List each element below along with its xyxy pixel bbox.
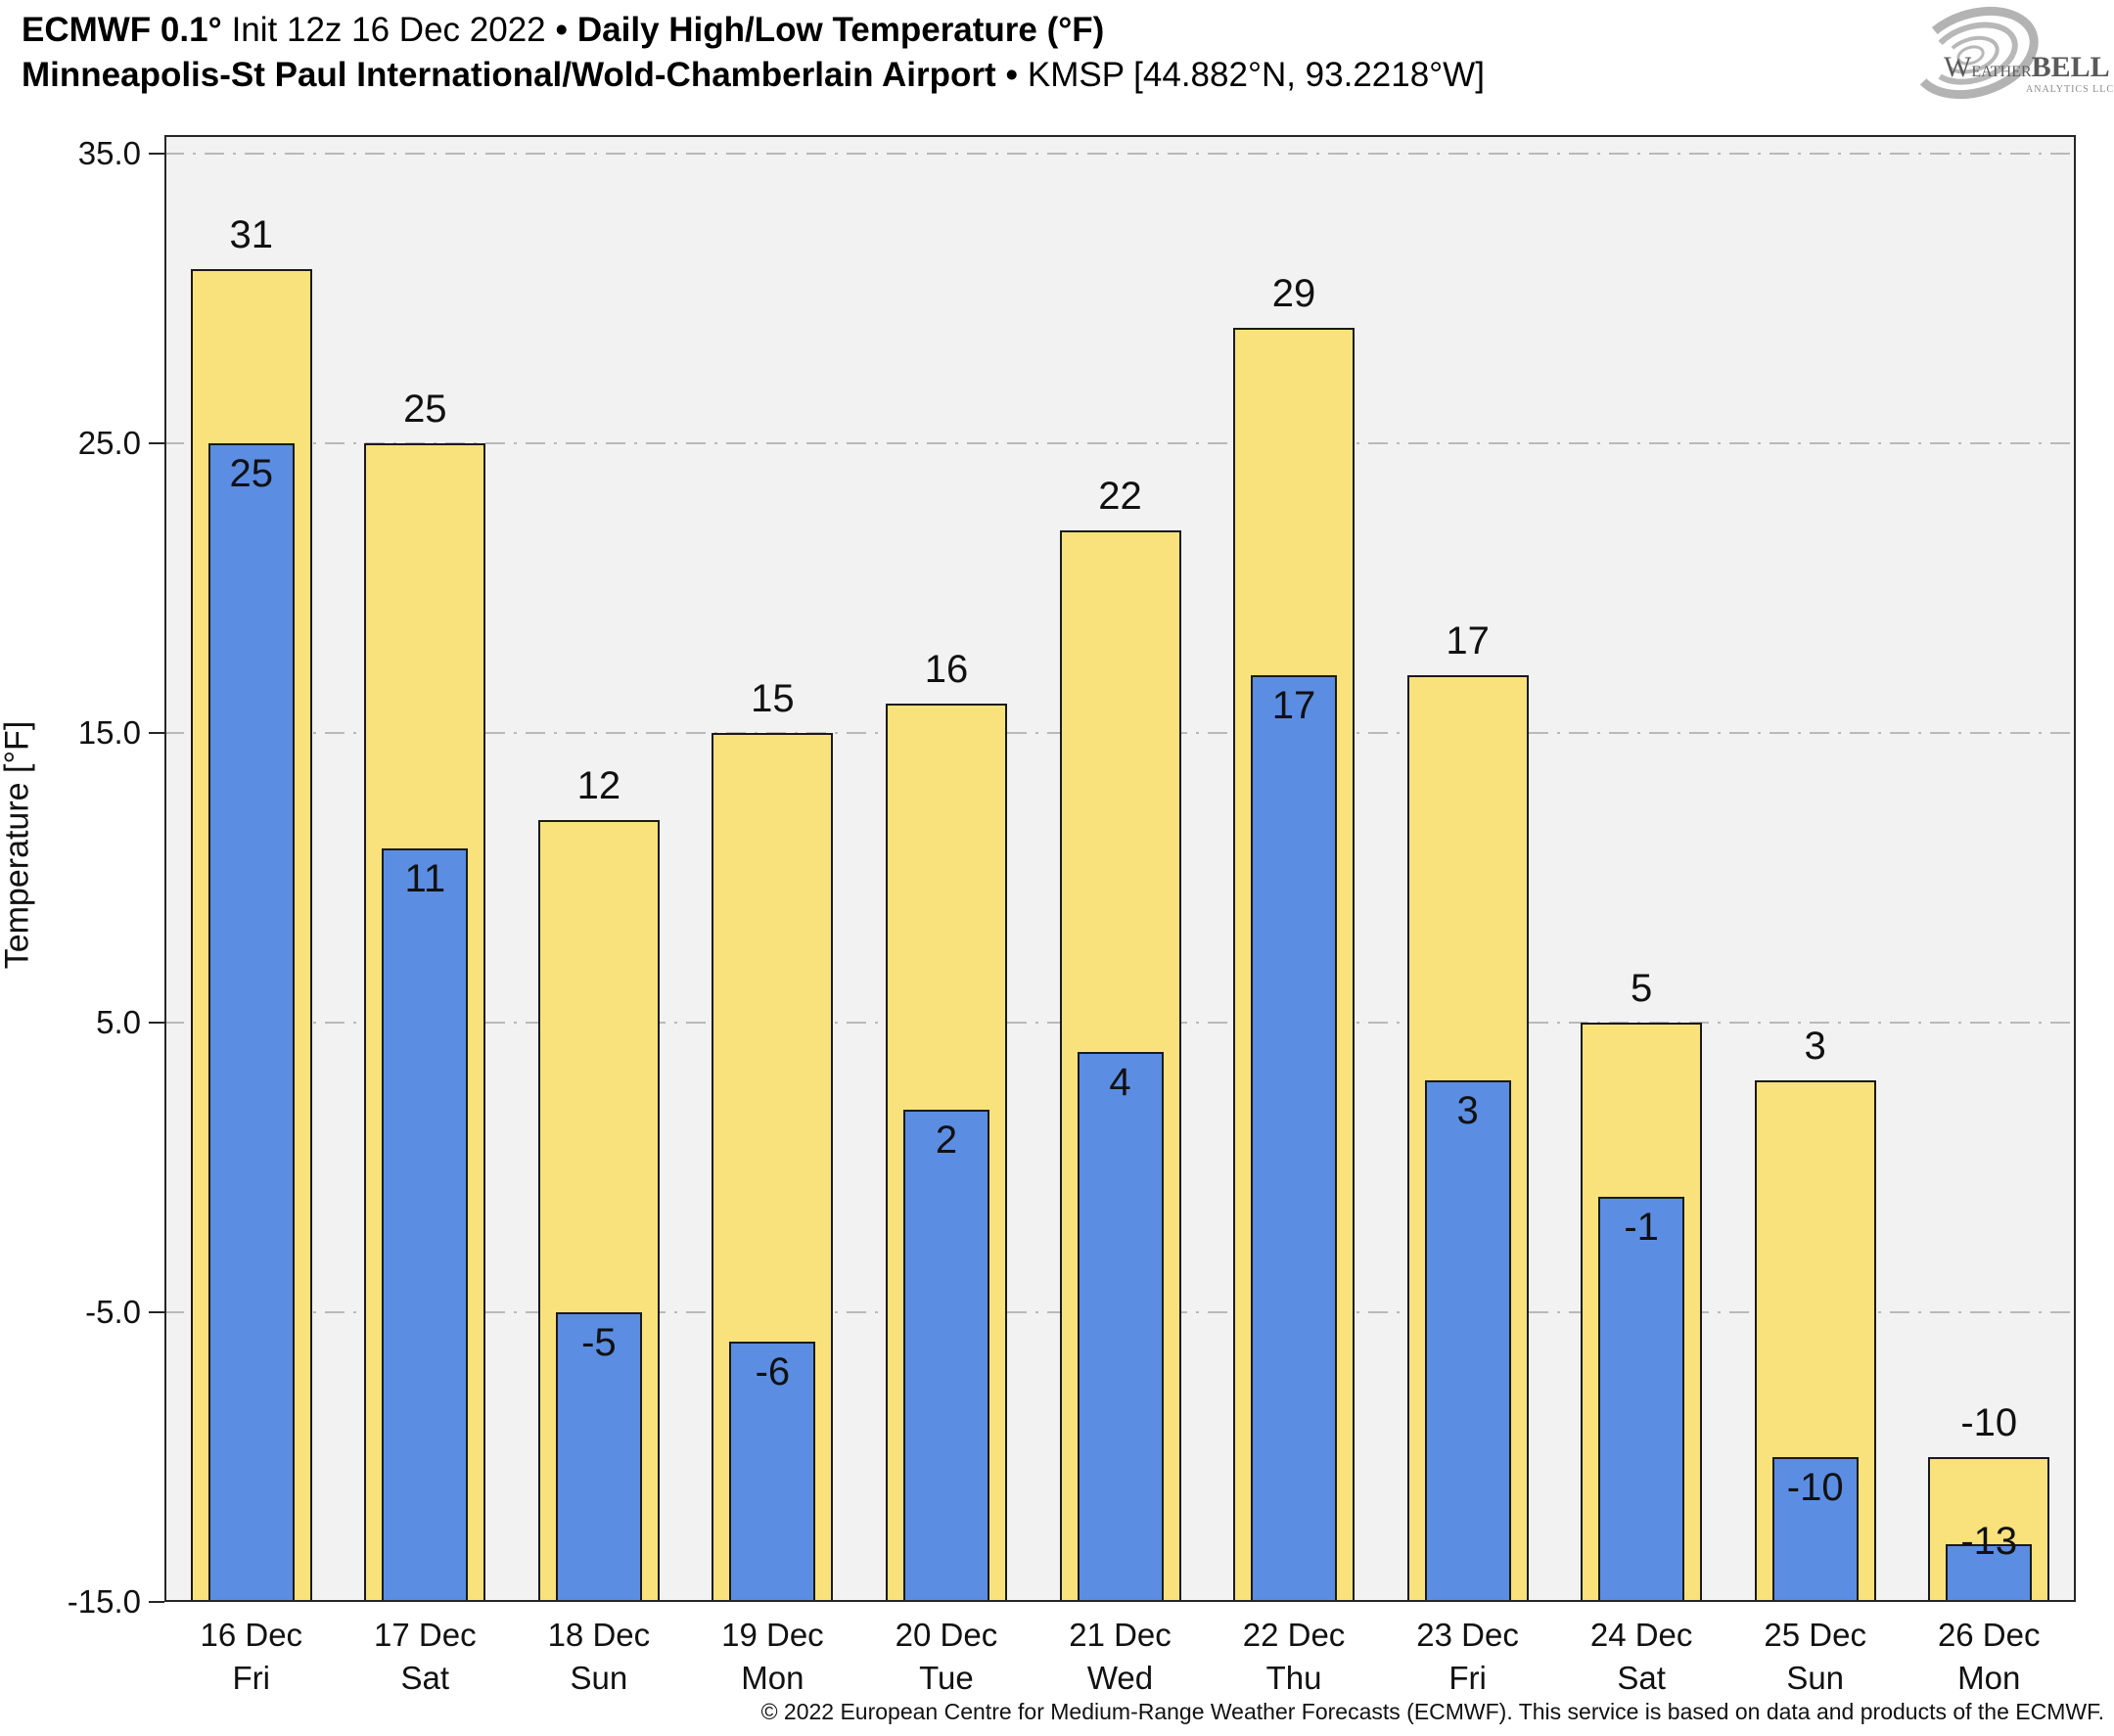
low-value-label: 11 — [404, 857, 446, 901]
low-bar — [207, 443, 295, 1602]
high-value-label: 22 — [1098, 474, 1142, 518]
low-bar — [555, 1312, 642, 1602]
title-init-text: Init 12z 16 Dec 2022 — [231, 11, 546, 49]
x-tick-date: 23 Dec — [1416, 1617, 1519, 1653]
y-tick — [149, 1601, 164, 1603]
x-tick-date: 24 Dec — [1589, 1617, 1693, 1653]
low-value-label: -5 — [581, 1321, 617, 1364]
low-bar — [382, 848, 469, 1602]
y-tick — [149, 1022, 164, 1024]
x-tick-date: 21 Dec — [1069, 1617, 1172, 1653]
weatherbell-logo-graphic: WEATHERBELL Analytics LLC — [1911, 6, 2114, 100]
x-tick-day: Wed — [1086, 1660, 1154, 1696]
logo-bell-text: BELL — [2032, 51, 2110, 83]
x-tick-date: 25 Dec — [1764, 1617, 1866, 1653]
y-tick — [149, 732, 164, 734]
x-tick-day: Sun — [570, 1660, 628, 1696]
x-tick-day: Sat — [1617, 1660, 1666, 1696]
chart-subtitle: Minneapolis-St Paul International/Wold-C… — [22, 53, 1485, 98]
low-value-label: -6 — [755, 1349, 791, 1393]
high-value-label: 31 — [229, 213, 274, 257]
x-tick-date: 20 Dec — [895, 1617, 998, 1653]
chart-header: ECMWF 0.1° Init 12z 16 Dec 2022 • Daily Hig… — [22, 8, 1485, 98]
x-tick-date: 18 Dec — [547, 1617, 651, 1653]
y-tick — [149, 1311, 164, 1313]
weatherbell-logo: WEATHERBELL Analytics LLC — [1910, 2, 2114, 108]
title-bullet: • — [555, 11, 568, 49]
low-value-label: -13 — [1960, 1519, 2018, 1563]
low-bar — [1251, 674, 1338, 1602]
high-value-label: 12 — [576, 763, 621, 807]
title-product-text: Daily High/Low Temperature (°F) — [576, 11, 1105, 49]
x-tick-day: Fri — [232, 1660, 270, 1696]
logo-eather-text: EATHER — [1971, 64, 2032, 80]
gridline — [164, 442, 2076, 444]
copyright-notice: © 2022 European Centre for Medium-Range … — [760, 1699, 2104, 1724]
low-bar — [1771, 1457, 1859, 1602]
hurricane-swirl-icon — [1911, 6, 2039, 100]
low-value-label: -1 — [1624, 1205, 1659, 1249]
low-bar — [729, 1341, 816, 1602]
logo-tagline: Analytics LLC — [2026, 84, 2114, 95]
subtitle-station-text: Minneapolis-St Paul International/Wold-C… — [22, 56, 996, 94]
x-tick-day: Thu — [1265, 1660, 1322, 1696]
x-tick-date: 19 Dec — [721, 1617, 824, 1653]
high-value-label: 29 — [1271, 271, 1316, 315]
low-bar — [902, 1109, 989, 1602]
x-tick-date: 22 Dec — [1242, 1617, 1346, 1653]
gridline — [164, 153, 2076, 155]
x-tick-day: Tue — [919, 1660, 974, 1696]
svg-text:WEATHERBELL: WEATHERBELL — [1944, 51, 2110, 83]
high-value-label: 15 — [751, 677, 795, 720]
y-tick-label: 15.0 — [77, 714, 141, 751]
y-tick — [149, 442, 164, 444]
high-value-label: 16 — [924, 648, 969, 692]
low-value-label: 4 — [1109, 1060, 1131, 1104]
low-bar — [1077, 1051, 1164, 1602]
y-tick — [149, 153, 164, 155]
y-tick-label: 5.0 — [96, 1004, 141, 1040]
low-bar — [1424, 1080, 1511, 1602]
high-value-label: 25 — [403, 388, 447, 431]
x-tick-date: 16 Dec — [200, 1617, 303, 1653]
y-tick-label: -5.0 — [85, 1294, 141, 1330]
y-tick-label: 25.0 — [77, 425, 141, 461]
high-value-label: -10 — [1960, 1401, 2018, 1444]
x-tick-day: Mon — [741, 1660, 804, 1696]
x-tick-day: Fri — [1448, 1660, 1487, 1696]
logo-letter-w: W — [1944, 51, 1972, 83]
subtitle-bullet: • — [1005, 56, 1018, 94]
x-tick-date: 17 Dec — [374, 1617, 477, 1653]
subtitle-station-id: KMSP [44.882°N, 93.2218°W] — [1027, 56, 1485, 94]
low-bar — [1946, 1543, 2033, 1602]
chart-title: ECMWF 0.1° Init 12z 16 Dec 2022 • Daily Hig… — [22, 8, 1485, 53]
high-value-label: 17 — [1446, 618, 1490, 662]
x-tick-day: Sat — [400, 1660, 450, 1696]
x-tick-day: Mon — [1957, 1660, 2021, 1696]
low-value-label: -10 — [1786, 1466, 1844, 1509]
x-tick-date: 26 Dec — [1937, 1617, 2041, 1653]
low-value-label: 17 — [1271, 683, 1316, 727]
y-axis-title: Temperature [°F] — [0, 720, 36, 970]
y-tick-label: -15.0 — [67, 1583, 141, 1620]
low-bar — [1598, 1196, 1685, 1602]
low-value-label: 25 — [229, 452, 274, 495]
plot-area: 31 25 25 11 12 -5 15 -6 16 2 22 4 29 17 17 3 5 -1 3 -10 -10-… — [164, 135, 2076, 1602]
x-tick-day: Sun — [1786, 1660, 1845, 1696]
high-value-label: 3 — [1804, 1025, 1826, 1069]
y-tick-label: 35.0 — [77, 135, 141, 171]
low-value-label: 3 — [1456, 1089, 1479, 1133]
high-value-label: 5 — [1631, 967, 1653, 1010]
title-model-text: ECMWF 0.1° — [22, 11, 222, 49]
low-value-label: 2 — [935, 1118, 958, 1162]
